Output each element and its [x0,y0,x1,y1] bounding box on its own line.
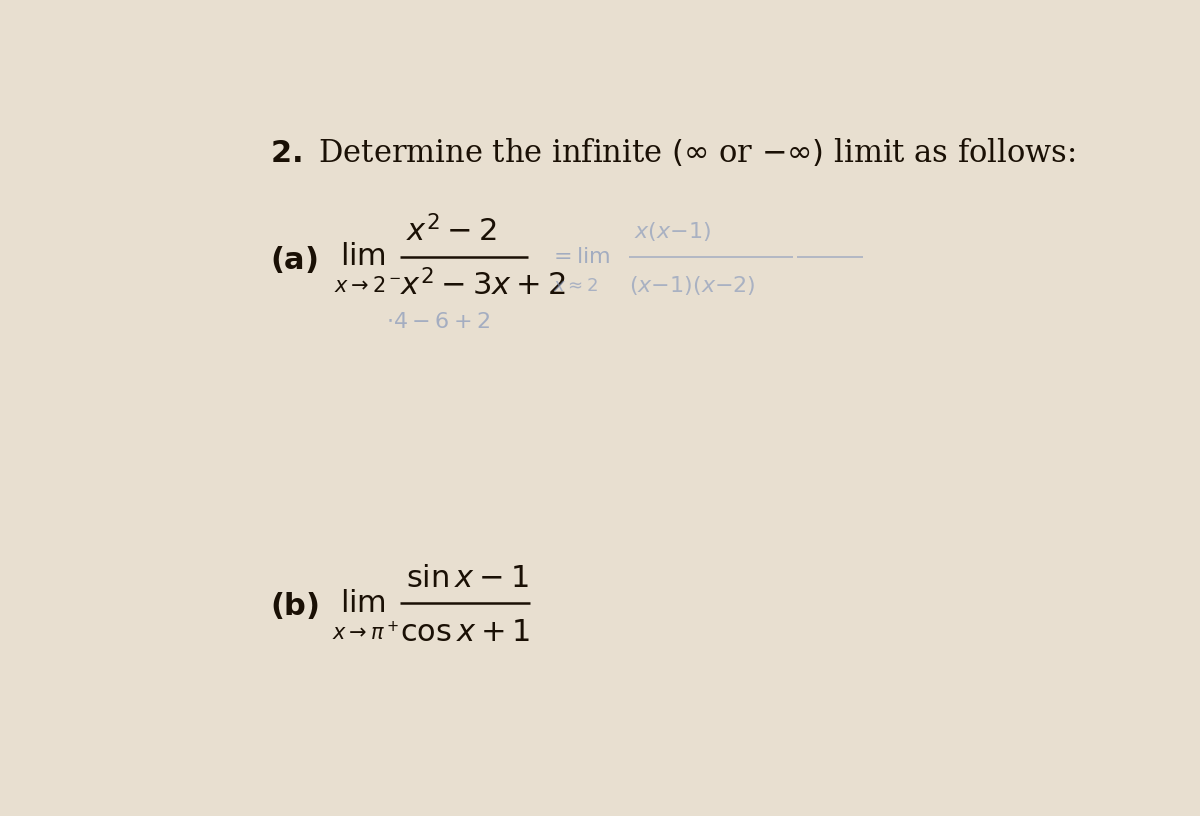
Text: $\cos x + 1$: $\cos x + 1$ [400,617,530,648]
Text: $\sin x - 1$: $\sin x - 1$ [406,563,528,594]
Text: $x{\to}\pi^+$: $x{\to}\pi^+$ [332,621,400,644]
Text: $\mathbf{(b)}$: $\mathbf{(b)}$ [270,592,319,623]
Text: $\cdot 4-6+2$: $\cdot 4-6+2$ [386,311,491,333]
Text: $x{\to}2^-$: $x{\to}2^-$ [335,276,402,295]
Text: $\mathbf{(a)}$: $\mathbf{(a)}$ [270,245,318,276]
Text: $x{\approx}2$: $x{\approx}2$ [553,277,598,295]
Text: $(x{-}1)(x{-}2)$: $(x{-}1)(x{-}2)$ [629,274,756,297]
Text: $x^2-2$: $x^2-2$ [406,215,497,248]
Text: $x^2-3x+2$: $x^2-3x+2$ [400,269,565,302]
Text: $\mathrm{lim}$: $\mathrm{lim}$ [340,588,386,619]
Text: $\mathrm{lim}$: $\mathrm{lim}$ [340,241,386,272]
Text: $\mathbf{2.}$ Determine the infinite $(\infty$ or $-\infty)$ limit as follows:: $\mathbf{2.}$ Determine the infinite $(\… [270,136,1075,169]
Text: $x(x{-}1)$: $x(x{-}1)$ [635,220,712,243]
Text: $=\mathrm{lim}$: $=\mathrm{lim}$ [550,246,611,268]
